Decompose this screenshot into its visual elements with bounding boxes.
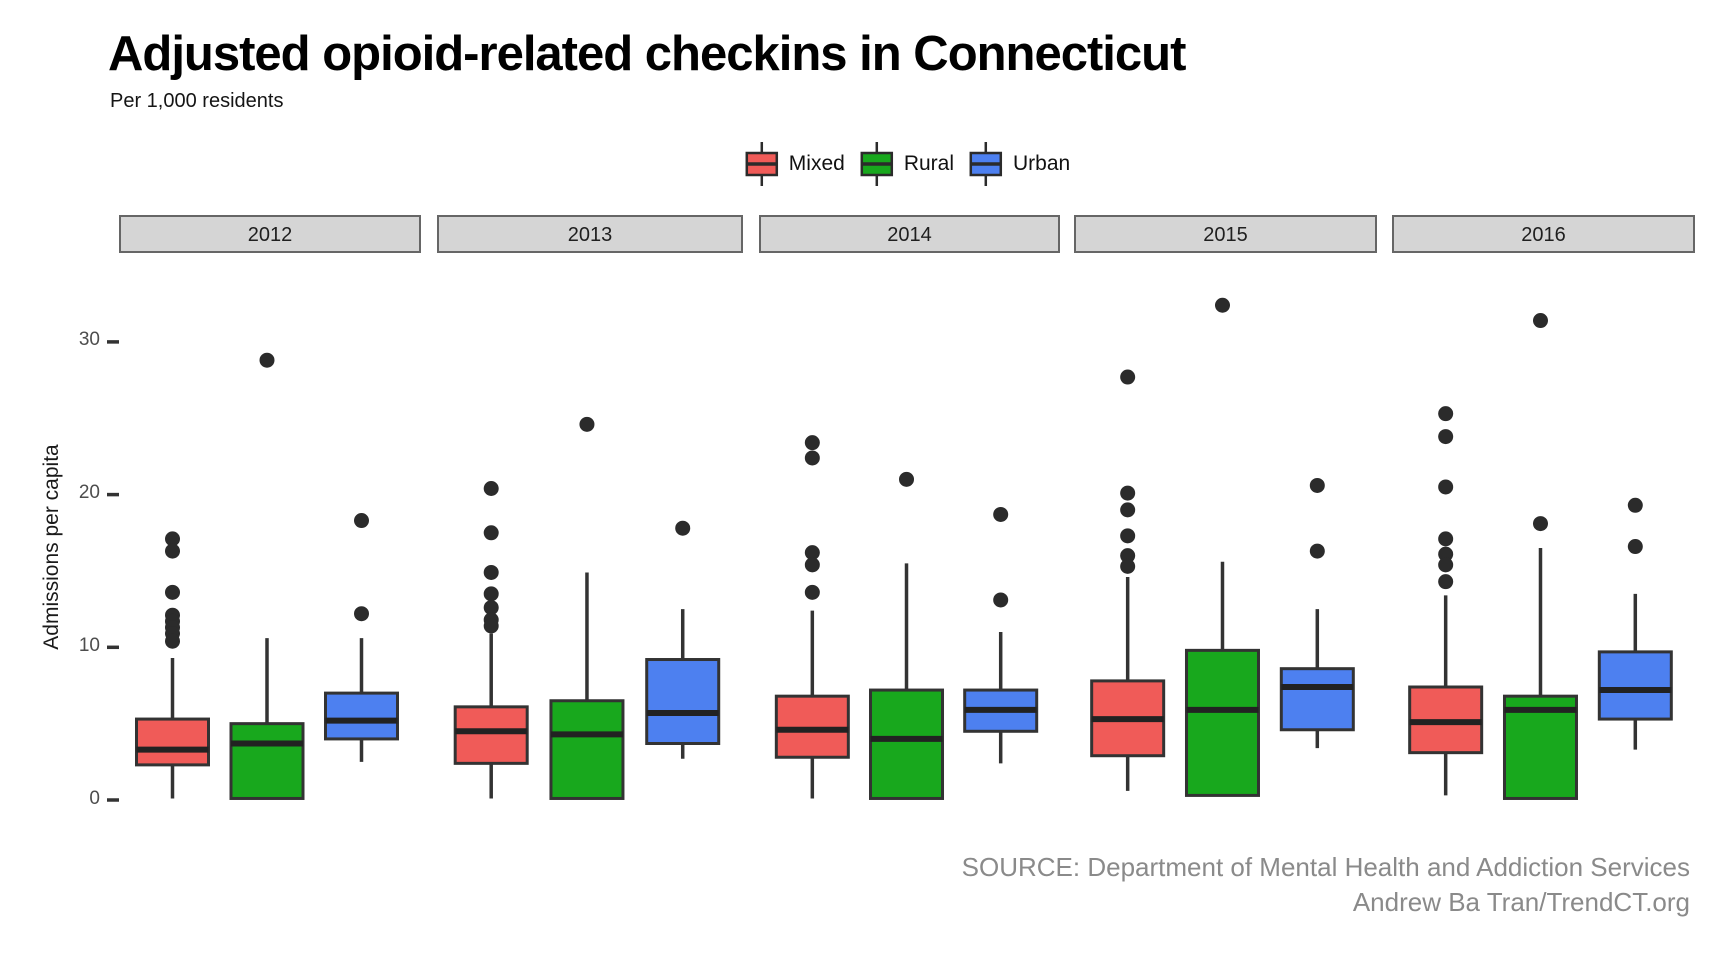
outlier-2016-mixed xyxy=(1438,479,1454,495)
outlier-2016-mixed xyxy=(1438,574,1454,590)
outlier-2012-mixed xyxy=(165,531,180,547)
outlier-2014-mixed xyxy=(804,545,820,561)
box-2015-urban xyxy=(1279,667,1355,732)
outlier-2016-mixed xyxy=(1438,406,1454,422)
outlier-2013-urban xyxy=(675,520,691,536)
chart-title: Adjusted opioid-related checkins in Conn… xyxy=(108,27,1186,81)
outlier-2012-rural xyxy=(259,352,275,368)
facet-strip-2014 xyxy=(759,215,1060,253)
boxplot-key-icon xyxy=(969,142,1003,186)
outlier-2016-mixed xyxy=(1438,546,1454,562)
legend-label-rural: Rural xyxy=(903,152,955,175)
outlier-2012-urban xyxy=(354,606,369,622)
y-tick-label-30: 30 xyxy=(78,329,100,350)
outlier-2013-rural xyxy=(579,416,595,432)
outlier-2014-mixed xyxy=(804,435,820,451)
outlier-2015-mixed xyxy=(1120,485,1136,501)
box-2016-rural xyxy=(1502,694,1578,800)
outlier-2016-mixed xyxy=(1438,557,1454,573)
outlier-2016-rural xyxy=(1532,516,1548,532)
outlier-2012-mixed xyxy=(165,543,180,559)
facet-strip-2015 xyxy=(1074,215,1377,253)
box-2014-rural xyxy=(869,688,945,800)
chart-subtitle: Per 1,000 residents xyxy=(110,90,284,112)
outlier-2016-urban xyxy=(1627,497,1643,513)
outlier-2014-mixed xyxy=(804,450,820,466)
y-tick-label-0: 0 xyxy=(89,788,100,809)
legend-label-urban: Urban xyxy=(1013,152,1071,175)
box-2015-rural xyxy=(1184,648,1260,797)
outlier-2015-mixed xyxy=(1120,528,1136,544)
outlier-2015-mixed xyxy=(1120,502,1136,518)
outlier-2013-mixed xyxy=(483,586,499,602)
facet-strip-label-2015: 2015 xyxy=(1203,224,1248,246)
legend-item-rural: Rural xyxy=(859,142,954,186)
facet-strip-label-2016: 2016 xyxy=(1521,224,1566,246)
legend-label-mixed: Mixed xyxy=(788,152,845,175)
legend: Mixed Rural Urban xyxy=(744,142,1070,186)
facet-strip-2013 xyxy=(437,215,743,253)
outlier-2015-mixed xyxy=(1120,548,1136,564)
boxplot-key-icon xyxy=(860,142,894,186)
facet-strip-label-2014: 2014 xyxy=(887,224,932,246)
y-tick-label-10: 10 xyxy=(78,635,100,656)
outlier-2015-rural xyxy=(1214,297,1230,313)
facet-strip-2012 xyxy=(119,215,421,253)
box-2016-urban xyxy=(1597,650,1673,721)
outlier-2016-urban xyxy=(1627,539,1643,555)
outlier-2014-mixed xyxy=(804,584,820,600)
outlier-2015-urban xyxy=(1309,477,1325,493)
box-2013-mixed xyxy=(453,705,529,765)
source-credit: SOURCE: Department of Mental Health and … xyxy=(962,850,1690,920)
box-2012-rural xyxy=(229,722,305,800)
outlier-2014-urban xyxy=(993,506,1009,522)
facet-strip-label-2013: 2013 xyxy=(568,224,613,246)
box-2012-mixed xyxy=(135,717,210,767)
y-tick-mark-30 xyxy=(107,340,119,344)
legend-item-urban: Urban xyxy=(968,142,1070,186)
outlier-2013-mixed xyxy=(483,564,499,580)
facet-strip-label-2012: 2012 xyxy=(248,224,293,246)
outlier-2012-mixed xyxy=(165,584,180,600)
legend-item-mixed: Mixed xyxy=(744,142,845,186)
outlier-2016-mixed xyxy=(1438,531,1454,547)
outlier-2014-urban xyxy=(993,592,1009,608)
y-tick-mark-20 xyxy=(107,492,119,497)
outlier-2012-mixed xyxy=(165,633,180,649)
outlier-2016-mixed xyxy=(1438,429,1454,445)
outlier-2012-urban xyxy=(354,513,369,529)
outlier-2013-mixed xyxy=(483,480,499,496)
box-2013-urban xyxy=(645,658,721,746)
source-line-2: Andrew Ba Tran/TrendCT.org xyxy=(1352,887,1690,917)
y-tick-mark-10 xyxy=(107,645,119,650)
box-2012-urban xyxy=(324,691,399,741)
outlier-2013-mixed xyxy=(483,618,499,634)
outlier-2015-mixed xyxy=(1120,558,1136,574)
source-line-1: SOURCE: Department of Mental Health and … xyxy=(961,852,1690,882)
facet-strip-2016 xyxy=(1392,215,1695,253)
outlier-2016-rural xyxy=(1532,313,1548,329)
outlier-2014-rural xyxy=(899,471,915,487)
outlier-2014-mixed xyxy=(804,557,820,573)
outlier-2015-urban xyxy=(1309,543,1325,559)
boxplot-key-icon xyxy=(745,142,779,186)
y-axis-title: Admissions per capita xyxy=(40,444,63,650)
outlier-2015-mixed xyxy=(1120,369,1136,385)
outlier-2013-mixed xyxy=(483,525,499,541)
outlier-2013-mixed xyxy=(483,600,499,616)
box-2013-rural xyxy=(549,699,625,800)
box-2014-mixed xyxy=(774,694,850,759)
y-tick-label-20: 20 xyxy=(78,482,100,503)
y-tick-mark-0 xyxy=(107,798,119,802)
